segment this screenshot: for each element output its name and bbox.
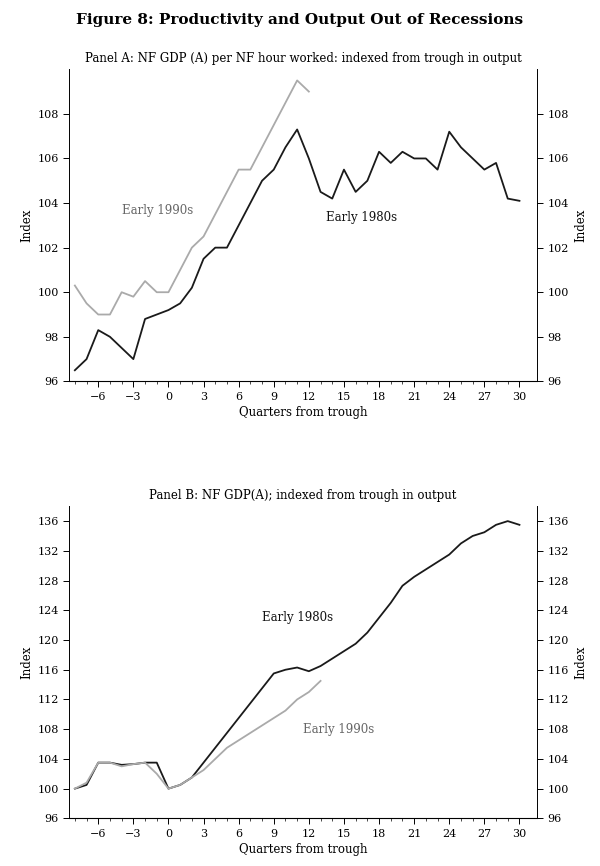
- Y-axis label: Index: Index: [574, 209, 587, 242]
- Text: Early 1980s: Early 1980s: [326, 211, 398, 224]
- Title: Panel A: NF GDP (A) per NF hour worked: indexed from trough in output: Panel A: NF GDP (A) per NF hour worked: …: [85, 52, 521, 65]
- X-axis label: Quarters from trough: Quarters from trough: [239, 406, 367, 419]
- Y-axis label: Index: Index: [574, 646, 587, 679]
- Title: Panel B: NF GDP(A); indexed from trough in output: Panel B: NF GDP(A); indexed from trough …: [149, 489, 457, 502]
- Y-axis label: Index: Index: [20, 646, 33, 679]
- Text: Figure 8: Productivity and Output Out of Recessions: Figure 8: Productivity and Output Out of…: [76, 13, 524, 27]
- Text: Early 1990s: Early 1990s: [303, 723, 374, 736]
- X-axis label: Quarters from trough: Quarters from trough: [239, 843, 367, 856]
- Text: Early 1990s: Early 1990s: [122, 204, 193, 217]
- Text: Early 1980s: Early 1980s: [262, 611, 333, 624]
- Y-axis label: Index: Index: [20, 209, 33, 242]
